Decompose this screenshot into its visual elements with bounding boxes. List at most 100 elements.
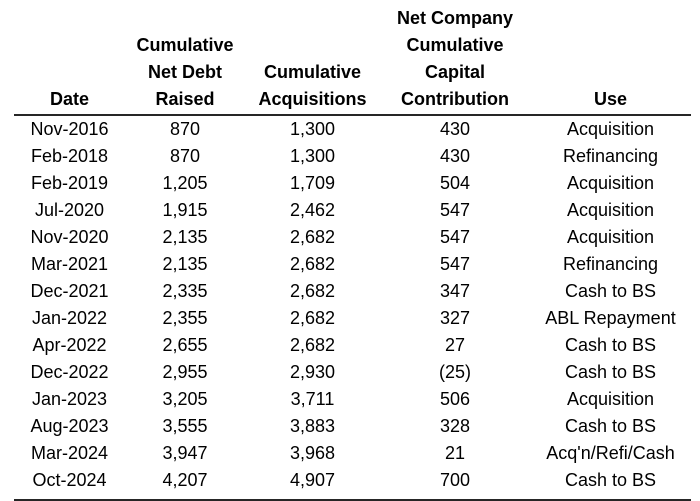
column-header-line: Acquisitions xyxy=(258,89,367,109)
table-cell-date: Aug-2023 xyxy=(30,416,109,436)
table-cell-capital-contribution: 547 xyxy=(439,200,471,220)
table-cell-acquisitions: 2,682 xyxy=(289,281,336,301)
column-header-line: Contribution xyxy=(401,89,509,109)
table-cell-date: Feb-2019 xyxy=(30,173,109,193)
table-cell-date: Mar-2021 xyxy=(30,254,109,274)
table-cell-date: Dec-2021 xyxy=(30,281,109,301)
table-cell-use: Refinancing xyxy=(562,146,659,166)
table-cell-use: Cash to BS xyxy=(564,416,657,436)
table-cell-use: Cash to BS xyxy=(564,335,657,355)
table-cell-acquisitions: 2,462 xyxy=(289,200,336,220)
table-cell-capital-contribution: 27 xyxy=(444,335,466,355)
table-cell-capital-contribution: (25) xyxy=(438,362,471,382)
table-row: Jul-2020 1,915 2,462 547 Acquisition xyxy=(14,197,691,224)
table-cell-acquisitions: 1,300 xyxy=(289,119,336,139)
table-cell-capital-contribution: 547 xyxy=(439,227,471,247)
table-cell-acquisitions: 2,682 xyxy=(289,308,336,328)
table-row: Aug-2023 3,555 3,883 328 Cash to BS xyxy=(14,413,691,440)
table-cell-net-debt-raised: 1,205 xyxy=(162,173,208,193)
table-cell-net-debt-raised: 2,335 xyxy=(162,281,208,301)
table-cell-acquisitions: 2,930 xyxy=(289,362,336,382)
table-cell-use: Cash to BS xyxy=(530,467,691,501)
column-header-line: Cumulative xyxy=(406,35,504,55)
financial-table: Date Cumulative Net Debt Raised Cumulative Ac… xyxy=(14,5,691,501)
table-row: Jan-2022 2,355 2,682 327 ABL Repayment xyxy=(14,305,691,332)
table-cell-net-debt-raised: 3,555 xyxy=(162,416,208,436)
table-cell-acquisitions: 3,968 xyxy=(289,443,336,463)
table-cell-acquisitions: 2,682 xyxy=(289,227,336,247)
table-row: Mar-2021 2,135 2,682 547 Refinancing xyxy=(14,251,691,278)
table-cell-date: Apr-2022 xyxy=(32,335,107,355)
table-header-row: Date Cumulative Net Debt Raised Cumulative Ac… xyxy=(14,5,691,116)
table-cell-capital-contribution: 430 xyxy=(439,146,471,166)
column-header-line: Date xyxy=(49,89,89,109)
table-cell-date: Nov-2020 xyxy=(30,227,109,247)
table-row: Dec-2022 2,955 2,930 (25) Cash to BS xyxy=(14,359,691,386)
column-header-line: Raised xyxy=(155,89,215,109)
table-cell-acquisitions: 3,883 xyxy=(289,416,336,436)
table-cell-net-debt-raised: 3,947 xyxy=(162,443,208,463)
table-row: Nov-2020 2,135 2,682 547 Acquisition xyxy=(14,224,691,251)
table-cell-capital-contribution: 430 xyxy=(439,119,471,139)
table-cell-capital-contribution: 700 xyxy=(380,467,530,501)
column-header-line: Cumulative xyxy=(136,35,234,55)
table-cell-capital-contribution: 347 xyxy=(439,281,471,301)
table-cell-net-debt-raised: 3,205 xyxy=(162,389,208,409)
column-header-line: Use xyxy=(593,89,628,109)
table-cell-use: ABL Repayment xyxy=(545,308,676,328)
table-cell-net-debt-raised: 2,355 xyxy=(162,308,208,328)
table-cell-capital-contribution: 328 xyxy=(439,416,471,436)
table-cell-net-debt-raised: 2,135 xyxy=(162,227,208,247)
table-cell-net-debt-raised: 4,207 xyxy=(125,467,245,501)
table-cell-date: Oct-2024 xyxy=(14,467,125,501)
table-cell-use: Refinancing xyxy=(562,254,659,274)
table-header: Date Cumulative Net Debt Raised Cumulative Ac… xyxy=(14,5,691,116)
table-row: Apr-2022 2,655 2,682 27 Cash to BS xyxy=(14,332,691,359)
table-cell-net-debt-raised: 870 xyxy=(169,146,201,166)
table-cell-capital-contribution: 327 xyxy=(439,308,471,328)
table-cell-use: Acquisition xyxy=(566,173,655,193)
column-header-line: Net Debt xyxy=(147,62,222,82)
column-header-line: Net Company xyxy=(396,8,513,28)
column-header-acquisitions: Cumulative Acquisitions xyxy=(245,5,380,116)
table-cell-date: Jan-2022 xyxy=(31,308,108,328)
table-cell-capital-contribution: 506 xyxy=(439,389,471,409)
table-cell-capital-contribution: 21 xyxy=(444,443,466,463)
column-header-line: Cumulative xyxy=(263,62,362,82)
table-cell-date: Nov-2016 xyxy=(30,119,109,139)
table-cell-capital-contribution: 504 xyxy=(439,173,471,193)
table-cell-date: Jan-2023 xyxy=(31,389,108,409)
table-cell-use: Acquisition xyxy=(566,119,655,139)
table-cell-use: Acquisition xyxy=(566,200,655,220)
table-row: Oct-2024 4,207 4,907 700 Cash to BS xyxy=(14,467,691,501)
table-cell-date: Jul-2020 xyxy=(34,200,105,220)
table-row: Nov-2016 870 1,300 430 Acquisition xyxy=(14,115,691,143)
column-header-date: Date xyxy=(14,5,125,116)
column-header-line: Capital xyxy=(424,62,485,82)
table-cell-acquisitions: 1,709 xyxy=(289,173,336,193)
table-row: Dec-2021 2,335 2,682 347 Cash to BS xyxy=(14,278,691,305)
table-row: Jan-2023 3,205 3,711 506 Acquisition xyxy=(14,386,691,413)
table-row: Feb-2018 870 1,300 430 Refinancing xyxy=(14,143,691,170)
table-cell-acquisitions: 2,682 xyxy=(289,254,336,274)
table-cell-use: Cash to BS xyxy=(564,281,657,301)
table-cell-capital-contribution: 547 xyxy=(439,254,471,274)
table-cell-net-debt-raised: 870 xyxy=(169,119,201,139)
table-cell-use: Acq'n/Refi/Cash xyxy=(546,443,675,463)
table-cell-net-debt-raised: 2,135 xyxy=(162,254,208,274)
table-cell-acquisitions: 1,300 xyxy=(289,146,336,166)
table-cell-use: Acquisition xyxy=(566,389,655,409)
table-cell-acquisitions: 2,682 xyxy=(289,335,336,355)
table-body: Nov-2016 870 1,300 430 Acquisition Feb-2018 87… xyxy=(14,115,691,501)
table-row: Feb-2019 1,205 1,709 504 Acquisition xyxy=(14,170,691,197)
table-cell-use: Acquisition xyxy=(566,227,655,247)
table-cell-date: Feb-2018 xyxy=(30,146,109,166)
table-cell-net-debt-raised: 2,655 xyxy=(162,335,208,355)
column-header-use: Use xyxy=(530,5,691,116)
table-cell-date: Mar-2024 xyxy=(30,443,109,463)
table-row: Mar-2024 3,947 3,968 21 Acq'n/Refi/Cash xyxy=(14,440,691,467)
table-cell-acquisitions: 4,907 xyxy=(245,467,380,501)
table-cell-use: Cash to BS xyxy=(564,362,657,382)
column-header-net-debt-raised: Cumulative Net Debt Raised xyxy=(125,5,245,116)
